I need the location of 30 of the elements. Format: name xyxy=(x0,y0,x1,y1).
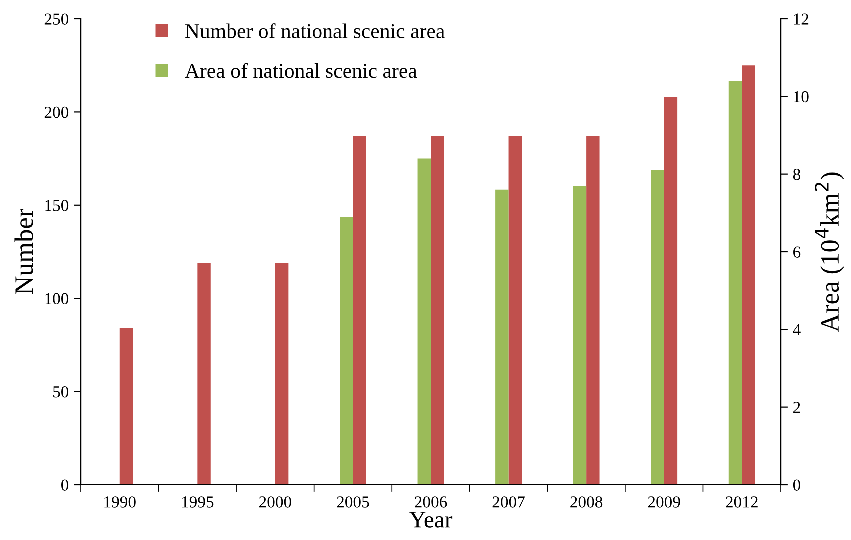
x-tick-label: 2009 xyxy=(648,496,680,508)
y2-tick-label: 12 xyxy=(794,14,809,25)
x-tick-label: 1995 xyxy=(182,496,214,508)
y-tick-label: 100 xyxy=(46,293,69,305)
bar xyxy=(120,328,134,485)
x-tick-label: 2007 xyxy=(492,496,525,508)
x-tick-label: 2006 xyxy=(415,496,448,508)
y-tick-label: 50 xyxy=(53,386,69,398)
bar xyxy=(198,263,211,485)
y2-tick-label: 10 xyxy=(794,91,809,103)
y2-tick-label: 8 xyxy=(793,169,801,180)
x-tick-label: 2000 xyxy=(260,496,292,508)
x-tick-label: 2005 xyxy=(337,496,370,508)
y2-tick-label: 4 xyxy=(793,324,801,336)
y2-axis-title: Area (10$^{4}$km$^{2}$) xyxy=(815,172,844,332)
y-tick-label: 0 xyxy=(61,480,69,491)
x-tick-label: 1990 xyxy=(104,496,136,508)
y2-tick-label: 6 xyxy=(794,246,801,258)
x-tick-label: 2012 xyxy=(726,496,758,508)
bar xyxy=(275,263,289,485)
y2-tick-label: 2 xyxy=(794,402,800,414)
y-tick-label: 200 xyxy=(44,106,69,118)
legend-label: Area of national scenic area xyxy=(185,63,418,78)
legend-label: Number of national scenic area xyxy=(186,24,445,38)
y2-tick-label: 0 xyxy=(793,480,801,491)
y-tick-label: 250 xyxy=(44,14,69,25)
y-tick-label: 150 xyxy=(46,200,69,212)
y-axis-title: Number xyxy=(14,208,34,294)
x-axis-title: Year xyxy=(410,512,453,528)
x-tick-label: 2008 xyxy=(570,496,603,508)
